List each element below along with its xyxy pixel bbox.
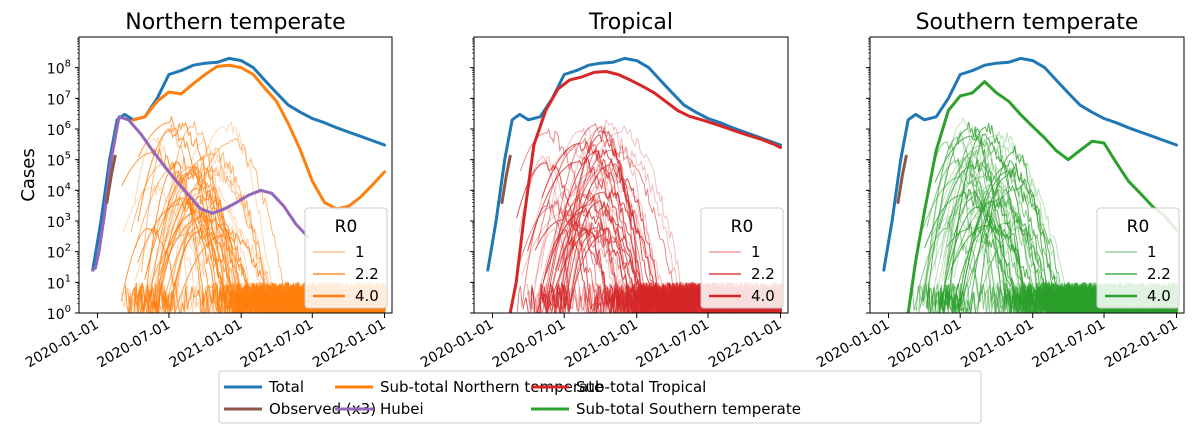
axes-frame <box>78 36 393 314</box>
panel-tropical: Tropical2020-01-012020-07-012021-01-0120… <box>418 10 789 372</box>
x-tick-label: 2021-01-01 <box>167 317 245 372</box>
x-tick-label: 2022-01-01 <box>1102 317 1180 372</box>
regional-curve <box>120 226 386 313</box>
series-hubei <box>91 115 310 272</box>
panel-title: Northern temperate <box>125 10 345 35</box>
y-tick-label: 104 <box>47 181 71 200</box>
x-tick-label: 2020-07-01 <box>886 317 964 372</box>
x-tick-label: 2022-01-01 <box>706 317 784 372</box>
x-tick-label: 2020-07-01 <box>490 317 568 372</box>
series-total <box>882 56 1178 272</box>
legend-label: 2.2 <box>751 265 775 283</box>
series-observed-x3 <box>105 154 117 204</box>
r0-legend: R0 1 2.2 4.0 <box>1096 207 1180 309</box>
y-tick-label: 108 <box>47 59 71 78</box>
legend-label: 1 <box>355 243 365 261</box>
y-axis-label: Cases <box>18 148 39 201</box>
x-tick-label: 2020-01-01 <box>23 317 101 372</box>
panel-northern-temperate: Northern temperate 100 101 102 103 104 105 106 1… <box>18 10 393 372</box>
r0-legend: R0 1 2.2 4.0 <box>700 207 784 309</box>
y-tick-label: 105 <box>47 151 71 170</box>
series-sub-total-southern-temperate <box>906 80 1178 313</box>
legend-box <box>218 370 982 424</box>
r0-legend: R0 1 2.2 4.0 <box>304 207 388 309</box>
series-sub-total-tropical <box>508 70 782 313</box>
y-tick-label: 103 <box>47 212 71 231</box>
legend-label: 4.0 <box>355 287 379 305</box>
series-total <box>486 56 782 272</box>
y-tick-label: 107 <box>47 89 71 108</box>
legend-label: Sub-total Northern temperate <box>380 378 603 396</box>
series-observed-x3 <box>500 154 512 204</box>
panel-title: Southern temperate <box>916 10 1139 35</box>
legend-label: 1 <box>751 243 761 261</box>
x-tick-label: 2021-07-01 <box>238 317 316 372</box>
x-tick-label: 2021-01-01 <box>562 317 640 372</box>
axes-frame <box>869 36 1185 314</box>
legend-title: R0 <box>335 217 358 237</box>
legend-title: R0 <box>731 217 754 237</box>
x-tick-label: 2022-01-01 <box>310 317 388 372</box>
y-tick-label: 102 <box>47 243 71 262</box>
legend-box <box>304 207 388 309</box>
y-tick-label: 100 <box>47 304 71 323</box>
figure-legend: Total Observed (x3)Sub-total Northern tem… <box>218 370 982 424</box>
legend-label: 1 <box>1147 243 1157 261</box>
legend-label: Total <box>268 378 304 396</box>
legend-label: 2.2 <box>355 265 379 283</box>
x-tick-label: 2021-01-01 <box>958 317 1036 372</box>
x-tick-label: 2020-01-01 <box>814 317 892 372</box>
x-tick-label: 2020-01-01 <box>418 317 496 372</box>
series-observed-x3 <box>896 154 908 204</box>
panel-southern-temperate: Southern temperate2020-01-012020-07-0120… <box>814 10 1185 372</box>
y-tick-label: 101 <box>47 273 71 292</box>
legend-label: Observed (x3) <box>269 400 376 418</box>
axes-frame <box>473 36 789 314</box>
legend-label: 4.0 <box>751 287 775 305</box>
panel-title: Tropical <box>588 10 673 35</box>
x-tick-label: 2021-07-01 <box>634 317 712 372</box>
x-tick-label: 2020-07-01 <box>94 317 172 372</box>
legend-box <box>700 207 784 309</box>
legend-title: R0 <box>1127 217 1150 237</box>
legend-label: 2.2 <box>1147 265 1171 283</box>
legend-label: 4.0 <box>1147 287 1171 305</box>
series-total <box>91 56 386 272</box>
legend-label: Sub-total Southern temperate <box>576 400 801 418</box>
legend-box <box>1096 207 1180 309</box>
y-tick-label: 106 <box>47 120 71 139</box>
x-tick-label: 2021-07-01 <box>1030 317 1108 372</box>
legend-label: Sub-total Tropical <box>576 378 706 396</box>
legend-label: Hubei <box>380 400 424 418</box>
